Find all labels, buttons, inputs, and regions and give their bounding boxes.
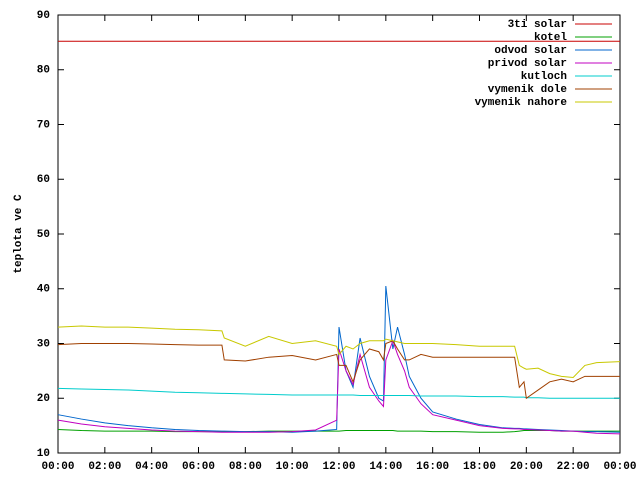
legend-label: odvod solar	[494, 45, 567, 57]
x-tick-label: 08:00	[229, 461, 262, 473]
x-tick-label: 18:00	[463, 461, 496, 473]
series-line	[57, 285, 621, 433]
x-tick-label: 22:00	[557, 461, 590, 473]
y-tick-label: 80	[37, 65, 50, 77]
x-tick-label: 10:00	[276, 461, 309, 473]
y-tick-label: 30	[37, 338, 50, 350]
series-line	[57, 387, 620, 399]
x-tick-label: 04:00	[135, 461, 168, 473]
x-tick-label: 06:00	[182, 461, 215, 473]
x-tick-label: 14:00	[369, 461, 402, 473]
x-tick-label: 00:00	[41, 461, 74, 473]
legend-label: kotel	[534, 32, 567, 44]
legend-label: kutloch	[521, 71, 567, 83]
x-tick-label: 16:00	[416, 461, 449, 473]
series-line	[57, 339, 621, 435]
y-tick-label: 10	[37, 448, 50, 460]
x-tick-label: 02:00	[88, 461, 121, 473]
y-axis-label: teplota ve C	[13, 194, 25, 274]
series-line	[57, 325, 621, 378]
y-tick-label: 90	[37, 10, 50, 22]
x-tick-label: 00:00	[603, 461, 636, 473]
legend-label: vymenik nahore	[475, 97, 568, 109]
legend-label: vymenik dole	[488, 84, 568, 96]
y-tick-label: 60	[37, 174, 50, 186]
x-tick-label: 12:00	[322, 461, 355, 473]
y-tick-label: 40	[37, 284, 50, 296]
y-tick-label: 70	[37, 119, 50, 131]
x-tick-label: 20:00	[510, 461, 543, 473]
y-tick-label: 50	[37, 229, 50, 241]
y-tick-label: 20	[37, 393, 50, 405]
series-line	[57, 340, 620, 400]
legend-label: privod solar	[488, 58, 567, 70]
legend-label: 3ti solar	[508, 19, 567, 31]
